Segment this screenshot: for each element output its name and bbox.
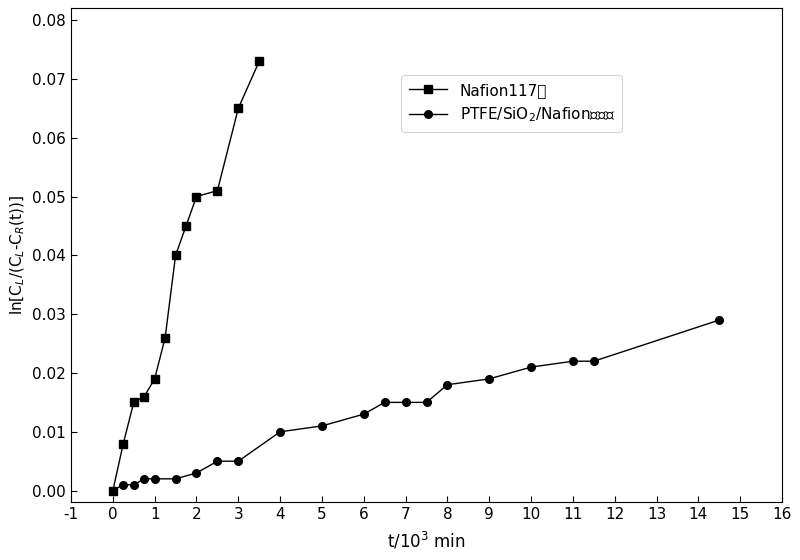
PTFE/SiO$_2$/Nafion复合膜 — [234, 458, 243, 465]
Nafion117膜 — [118, 440, 128, 447]
Nafion117膜 — [139, 393, 149, 400]
PTFE/SiO$_2$/Nafion复合膜 — [275, 428, 285, 435]
Nafion117膜 — [150, 376, 159, 382]
PTFE/SiO$_2$/Nafion复合膜 — [359, 411, 369, 418]
PTFE/SiO$_2$/Nafion复合膜 — [317, 423, 326, 430]
PTFE/SiO$_2$/Nafion复合膜 — [485, 376, 494, 382]
Line: PTFE/SiO$_2$/Nafion复合膜: PTFE/SiO$_2$/Nafion复合膜 — [109, 316, 723, 494]
PTFE/SiO$_2$/Nafion复合膜 — [170, 475, 180, 482]
PTFE/SiO$_2$/Nafion复合膜 — [192, 470, 202, 477]
PTFE/SiO$_2$/Nafion复合膜 — [714, 317, 724, 324]
PTFE/SiO$_2$/Nafion复合膜 — [150, 475, 159, 482]
Y-axis label: ln[C$_L$/(C$_L$-C$_R$(t))]: ln[C$_L$/(C$_L$-C$_R$(t))] — [8, 195, 26, 315]
PTFE/SiO$_2$/Nafion复合膜 — [589, 358, 598, 365]
Nafion117膜 — [192, 193, 202, 200]
PTFE/SiO$_2$/Nafion复合膜 — [380, 399, 390, 406]
PTFE/SiO$_2$/Nafion复合膜 — [118, 482, 128, 488]
PTFE/SiO$_2$/Nafion复合膜 — [139, 475, 149, 482]
PTFE/SiO$_2$/Nafion复合膜 — [108, 487, 118, 494]
Nafion117膜 — [160, 334, 170, 341]
X-axis label: t/10$^3$ min: t/10$^3$ min — [387, 530, 466, 552]
Nafion117膜 — [254, 58, 264, 64]
PTFE/SiO$_2$/Nafion复合膜 — [129, 482, 138, 488]
Nafion117膜 — [108, 487, 118, 494]
Nafion117膜 — [182, 222, 191, 229]
Legend: Nafion117膜, PTFE/SiO$_2$/Nafion复合膜: Nafion117膜, PTFE/SiO$_2$/Nafion复合膜 — [402, 75, 622, 132]
Nafion117膜 — [129, 399, 138, 406]
PTFE/SiO$_2$/Nafion复合膜 — [422, 399, 431, 406]
Line: Nafion117膜: Nafion117膜 — [109, 58, 263, 494]
PTFE/SiO$_2$/Nafion复合膜 — [213, 458, 222, 465]
Nafion117膜 — [213, 187, 222, 194]
PTFE/SiO$_2$/Nafion复合膜 — [526, 364, 536, 371]
Nafion117膜 — [234, 105, 243, 111]
PTFE/SiO$_2$/Nafion复合膜 — [442, 381, 452, 388]
PTFE/SiO$_2$/Nafion复合膜 — [568, 358, 578, 365]
Nafion117膜 — [170, 252, 180, 259]
PTFE/SiO$_2$/Nafion复合膜 — [401, 399, 410, 406]
